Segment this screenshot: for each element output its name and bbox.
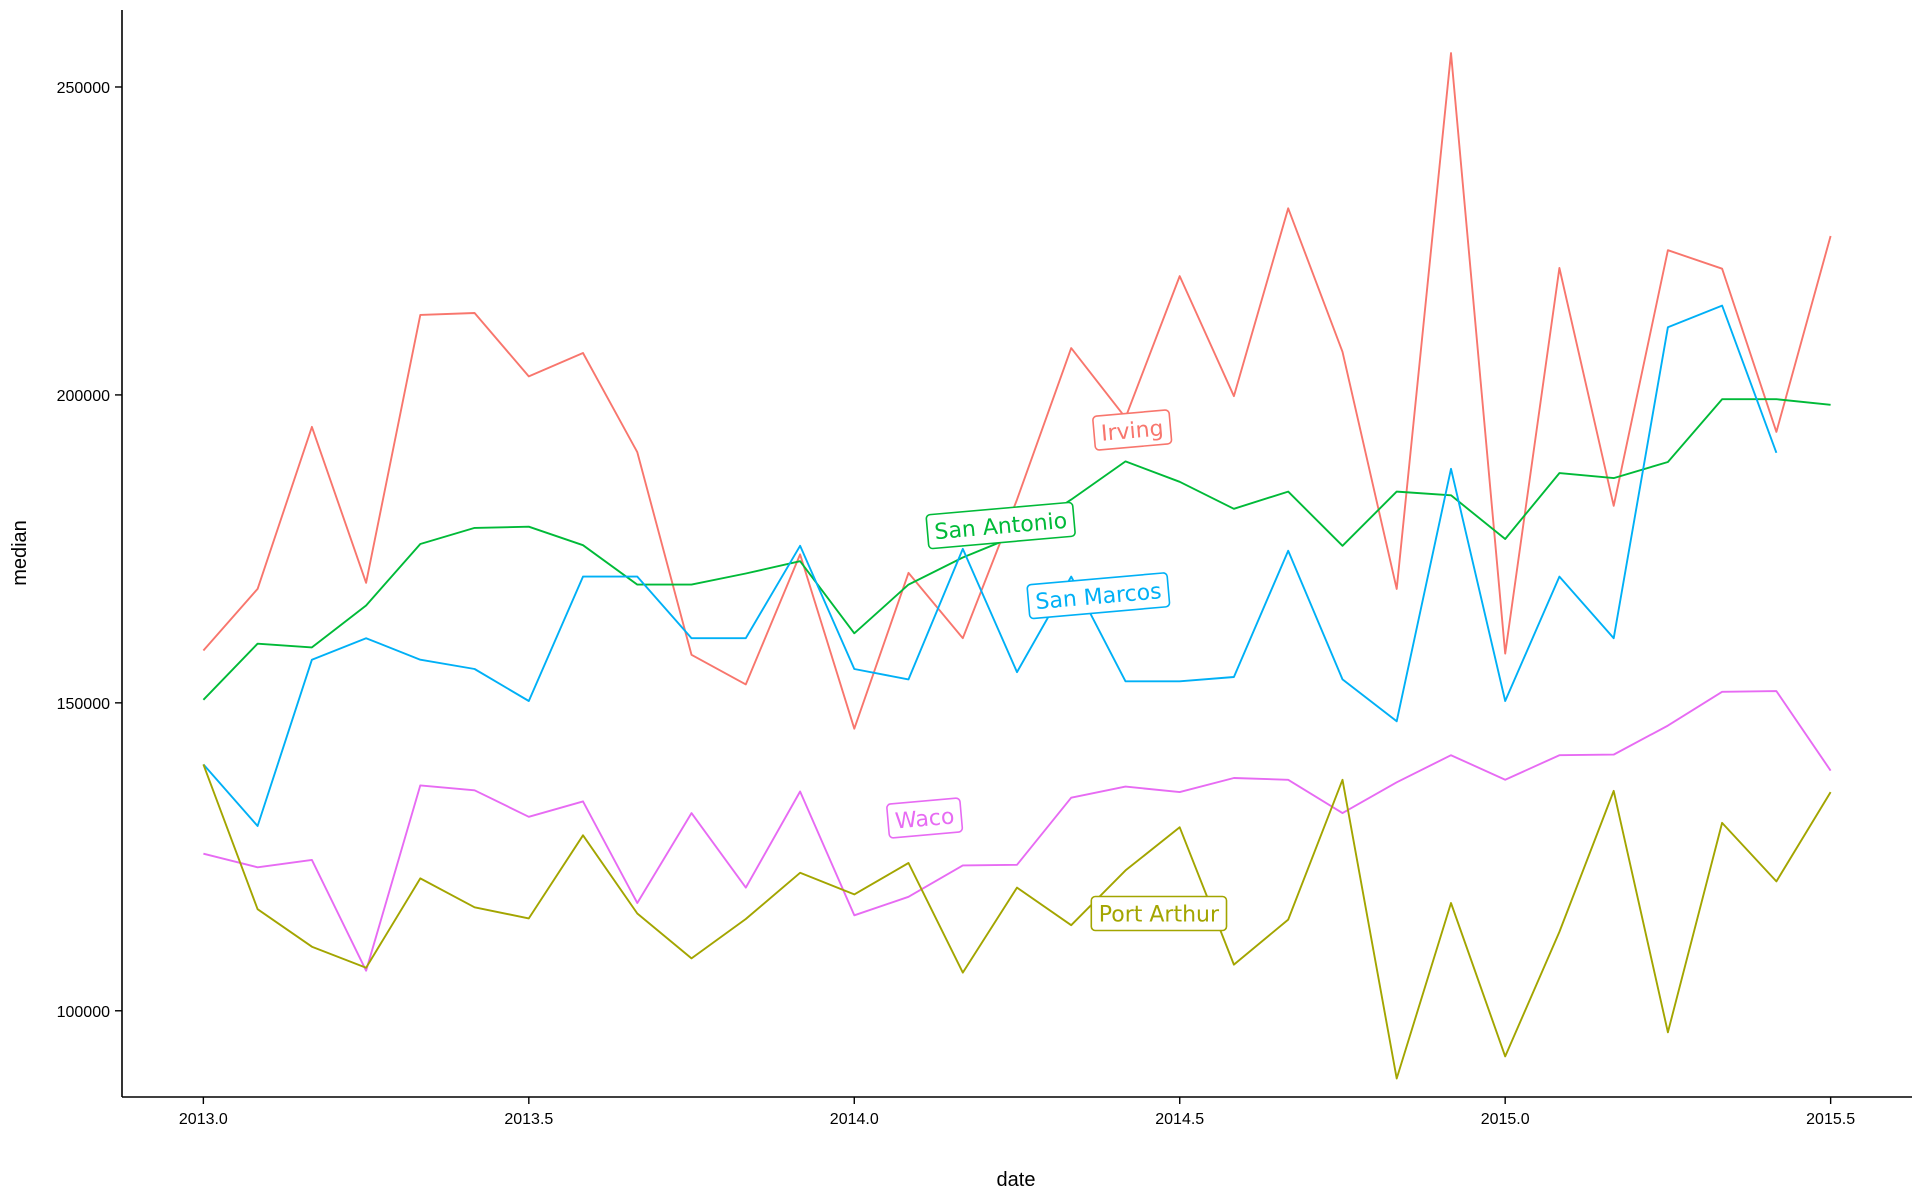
series-label-irving: Irving <box>1092 409 1173 451</box>
x-axis-title: date <box>997 1169 1036 1191</box>
y-axis-title: median <box>9 520 31 586</box>
series-line-port-arthur <box>202 764 1832 1080</box>
series-label-port-arthur: Port Arthur <box>1090 895 1228 932</box>
series-label-text: Waco <box>894 804 955 834</box>
series-label-box <box>1090 895 1228 932</box>
series-line-irving <box>202 52 1832 730</box>
series-label-text: Port Arthur <box>1099 903 1220 928</box>
ticks: 2013.0 2013.5 2014.0 2014.5 2015.0 2015.5 1000… <box>57 80 1856 1128</box>
series-label-box <box>1026 572 1171 620</box>
x-tick-label: 2013.0 <box>179 1111 228 1128</box>
series-lines <box>202 52 1832 1080</box>
series-line-san-antonio <box>202 398 1831 701</box>
x-tick-label: 2014.0 <box>830 1111 879 1128</box>
series-label-box <box>1092 409 1173 451</box>
y-tick-label: 100000 <box>57 1004 110 1021</box>
series-label-waco: Waco <box>886 797 964 839</box>
series-line-san-marcos <box>202 304 1778 827</box>
series-label-text: Irving <box>1100 416 1165 446</box>
y-tick-label: 150000 <box>57 696 110 713</box>
axes <box>121 10 1912 1098</box>
x-tick-label: 2015.0 <box>1481 1111 1530 1128</box>
x-tick-label: 2014.5 <box>1155 1111 1204 1128</box>
x-tick-label: 2013.5 <box>504 1111 553 1128</box>
y-tick-label: 250000 <box>57 80 110 97</box>
series-label-san-marcos: San Marcos <box>1026 572 1171 620</box>
series-line-waco <box>203 690 1832 972</box>
series-label-box <box>925 501 1076 550</box>
series-labels: Irving San Antonio San Marcos Waco Port Arth… <box>886 409 1228 932</box>
x-tick-label: 2015.5 <box>1806 1111 1855 1128</box>
series-label-san-antonio: San Antonio <box>925 501 1076 550</box>
series-label-box <box>886 797 964 839</box>
y-tick-label: 200000 <box>57 388 110 405</box>
